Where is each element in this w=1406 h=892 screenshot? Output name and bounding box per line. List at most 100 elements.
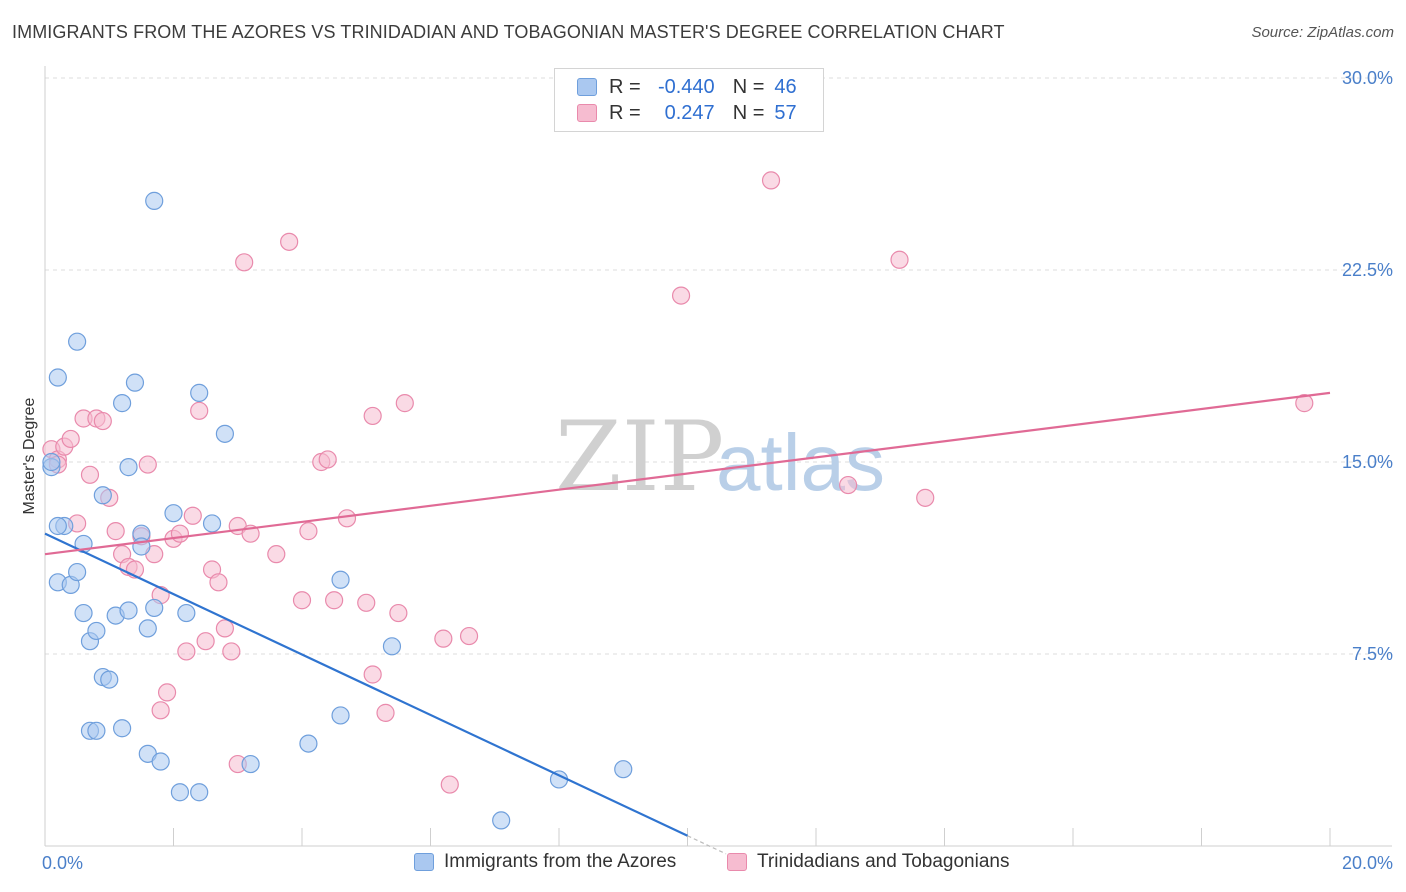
trinidadian-point — [376, 703, 395, 722]
grid-layer — [45, 77, 1392, 655]
azores-point — [299, 734, 318, 753]
azores-point — [190, 783, 209, 802]
trinidadian-point — [671, 286, 691, 305]
azores-trend-line — [44, 532, 688, 837]
y-axis-title: Master's Degree — [21, 397, 38, 514]
trinidadian-point — [916, 488, 935, 507]
azores-point — [93, 486, 112, 505]
trinidadian-point — [157, 683, 177, 702]
azores-point — [492, 811, 511, 830]
tick-labels: 7.5% 15.0% 22.5% 30.0% 0.0% 20.0% — [42, 68, 1393, 873]
trinidadian-point — [138, 455, 157, 474]
legend-swatch-azores — [577, 78, 597, 96]
legend-r-value-trinidadian: 0.247 — [664, 101, 715, 124]
trinidadian-point — [106, 522, 125, 541]
trinidadian-point — [318, 450, 337, 469]
trinidadian-point — [363, 406, 382, 426]
trinidadian-point — [325, 591, 344, 610]
trinidadian-point — [890, 250, 909, 269]
trinidadian-point — [190, 401, 209, 420]
trinidadian-point — [209, 573, 228, 592]
chart-title: IMMIGRANTS FROM THE AZORES VS TRINIDADIA… — [12, 22, 1005, 42]
legend-row-trinidadian: R = 0.247 N = 57 — [577, 100, 797, 126]
azores-point — [202, 514, 222, 533]
trinidadian-point — [177, 642, 196, 661]
azores-point — [177, 603, 196, 623]
bottom-legend-label-trinidadian: Trinidadians and Tobagonians — [757, 851, 1010, 872]
legend-n-value-azores: 46 — [774, 75, 797, 98]
trinidadian-point — [337, 509, 357, 528]
azores-point — [48, 516, 67, 536]
azores-point — [241, 754, 260, 774]
azores-point — [112, 394, 132, 413]
trinidadian-point — [357, 593, 376, 612]
azores-point — [215, 424, 234, 443]
legend-n-value-trinidadian: 57 — [774, 101, 797, 124]
trinidadian-point — [363, 665, 382, 684]
bottom-legend-azores: Immigrants from the Azores — [414, 851, 676, 873]
trinidadian-point — [1295, 394, 1314, 413]
legend-r-label: R = — [609, 75, 641, 98]
legend-n-label: N = — [732, 75, 765, 98]
azores-point — [145, 598, 164, 618]
trinidadian-point — [183, 506, 202, 525]
azores-point — [68, 332, 87, 351]
trinidadian-point — [299, 522, 318, 541]
legend-r-value-azores: -0.440 — [657, 75, 715, 98]
azores-point — [614, 760, 633, 779]
bottom-legend-swatch-trinidadian — [727, 853, 747, 871]
trinidadian-trend-line — [44, 391, 1331, 556]
trinidadian-point — [93, 411, 112, 431]
watermark-zip: ZIP — [555, 401, 724, 513]
azores-point — [170, 783, 190, 802]
azores-point — [74, 603, 93, 623]
trinidadian-point — [235, 253, 254, 272]
trinidadian-point — [395, 394, 414, 413]
azores-point — [145, 191, 164, 210]
azores-point — [112, 719, 132, 738]
trinidadian-point — [80, 465, 100, 484]
y-tick-label: 15.0% — [1342, 452, 1393, 472]
x-tick-label-min: 0.0% — [42, 853, 83, 873]
bottom-legend-trinidadian: Trinidadians and Tobagonians — [727, 851, 1009, 873]
trinidadian-point — [222, 642, 241, 661]
trinidadian-point — [459, 626, 479, 646]
y-tick-label: 30.0% — [1342, 68, 1393, 88]
bottom-legend-label-azores: Immigrants from the Azores — [444, 851, 677, 872]
trend-lines — [44, 391, 1331, 855]
azores-point — [151, 752, 170, 771]
trinidadian-point — [267, 545, 286, 564]
chart-source: Source: ZipAtlas.com — [1251, 24, 1394, 41]
bottom-legend-swatch-azores — [414, 853, 434, 871]
legend-row-azores: R = -0.440 N = 46 — [577, 74, 797, 100]
watermark: ZIP atlas — [555, 401, 885, 513]
trinidadian-point — [196, 632, 215, 651]
trinidadian-point — [151, 701, 170, 720]
trinidadian-point — [440, 775, 459, 794]
azores-point — [138, 619, 157, 638]
legend-swatch-trinidadian — [577, 104, 597, 122]
trinidadian-point — [434, 629, 453, 648]
trinidadian-point — [761, 171, 781, 190]
x-tick-label-max: 20.0% — [1342, 853, 1393, 873]
trinidadian-point — [280, 232, 299, 251]
azores-point — [100, 670, 119, 689]
azores-point — [119, 458, 138, 477]
watermark-atlas: atlas — [716, 418, 885, 507]
azores-point — [87, 721, 106, 740]
azores-point — [48, 368, 67, 387]
y-tick-label: 7.5% — [1352, 644, 1393, 664]
azores-trend-extension — [687, 835, 727, 855]
trinidadian-point — [170, 524, 190, 543]
azores-point — [164, 504, 183, 523]
azores-point — [68, 562, 87, 582]
trinidadian-point — [61, 429, 80, 449]
trinidadian-point — [292, 591, 312, 610]
azores-point — [331, 706, 350, 725]
trinidadian-point — [839, 475, 858, 495]
y-tick-label: 22.5% — [1342, 260, 1393, 280]
legend-r-label: R = — [609, 101, 641, 124]
series-azores-points — [42, 191, 633, 830]
correlation-legend: R = -0.440 N = 46 R = 0.247 N = 57 — [554, 68, 824, 132]
